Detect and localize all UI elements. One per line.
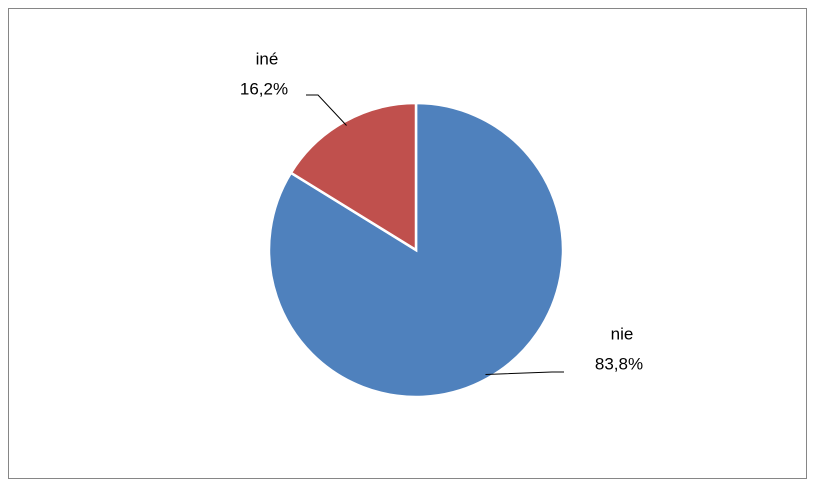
- slice-label-value: 83,8%: [595, 354, 643, 373]
- leader-line: [306, 94, 347, 126]
- slice-label-name: nie: [611, 324, 634, 343]
- slice-label-name: iné: [256, 49, 279, 68]
- slice-label-value: 16,2%: [240, 79, 288, 98]
- pie-slice: [289, 101, 418, 253]
- leader-line: [485, 371, 564, 376]
